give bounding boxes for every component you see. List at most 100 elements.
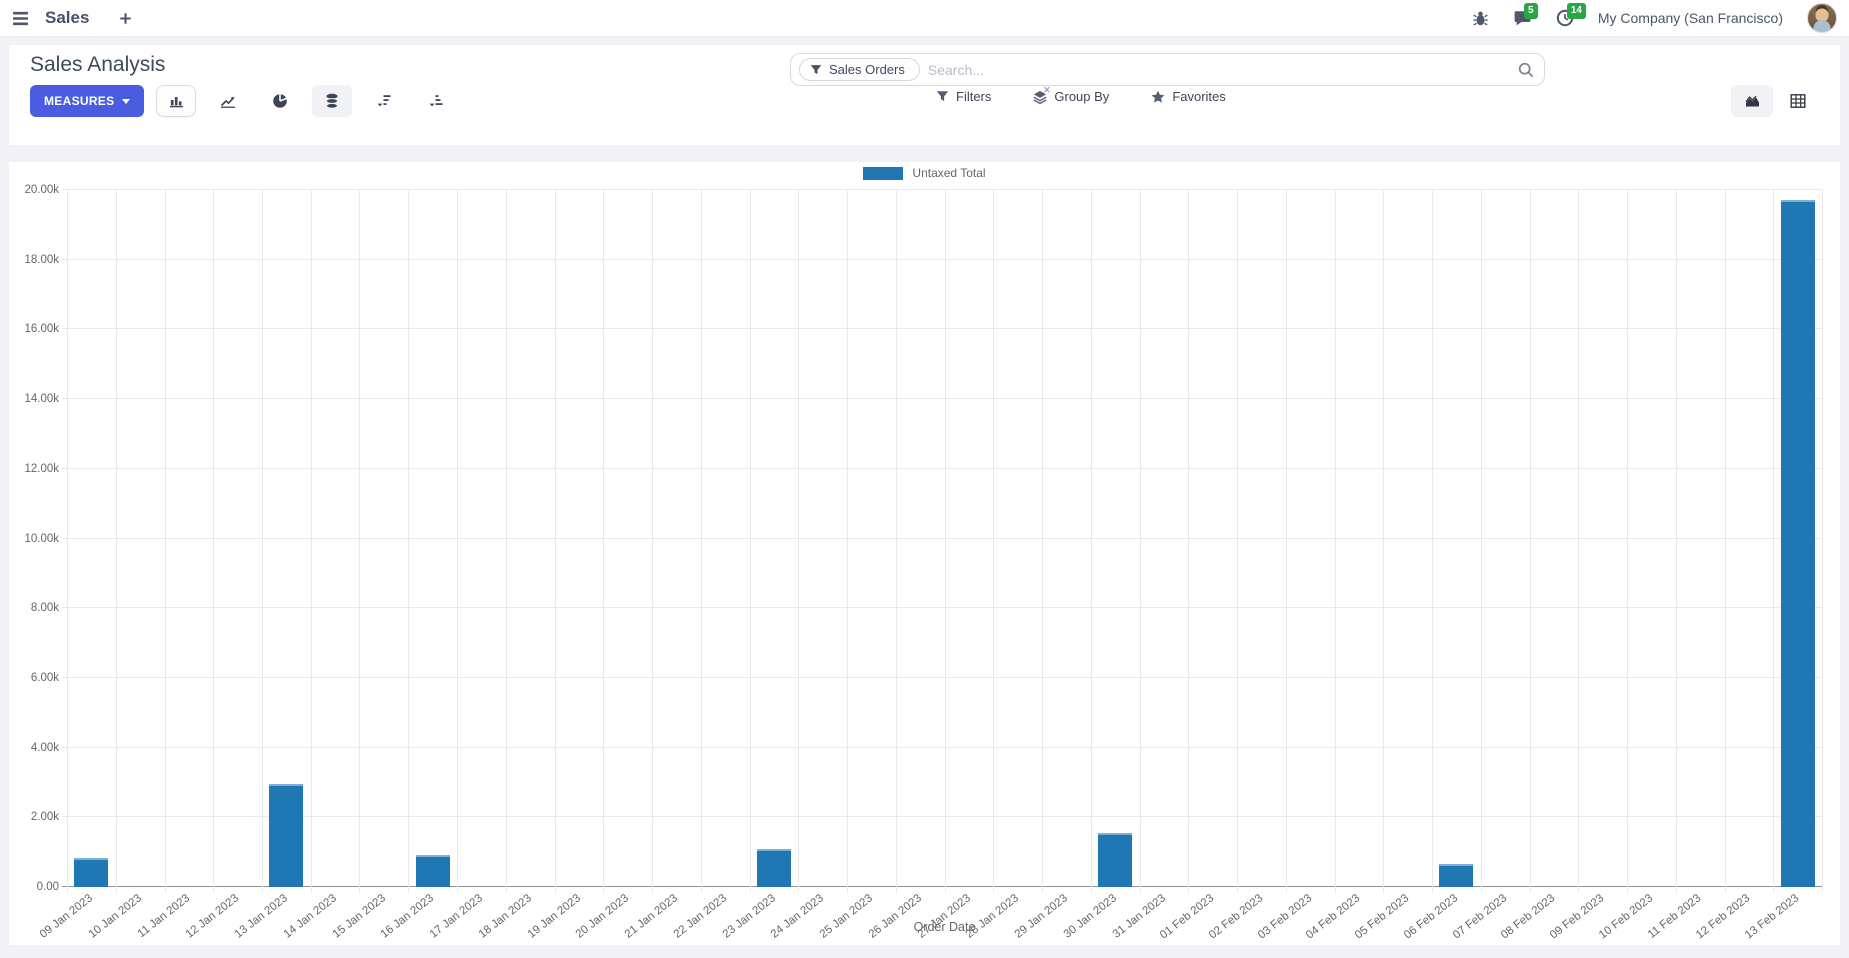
y-tick-label: 20.00k [24, 184, 59, 196]
gridline-vertical [1480, 190, 1482, 892]
view-switcher [1731, 85, 1819, 117]
y-tick-label: 6.00k [30, 671, 59, 684]
gridline-vertical [408, 190, 410, 892]
gridline-vertical [1724, 190, 1726, 892]
search-options: Filters Group By Favorites [936, 89, 1226, 104]
gridline-vertical [993, 190, 995, 892]
layers-icon [1033, 90, 1047, 104]
chevron-down-icon [122, 98, 131, 104]
pie-chart-icon [273, 93, 287, 108]
favorites-label: Favorites [1172, 89, 1226, 104]
y-tick-label: 8.00k [30, 602, 59, 615]
gridline-vertical [1773, 190, 1775, 892]
gridline-vertical [1236, 190, 1238, 892]
company-switcher[interactable]: My Company (San Francisco) [1597, 10, 1783, 26]
filter-funnel-icon [810, 64, 822, 74]
filters-label: Filters [956, 89, 992, 104]
measures-button[interactable]: MEASURES [30, 85, 145, 117]
x-axis-line [62, 886, 1822, 887]
search-input[interactable] [919, 61, 1518, 78]
gridline-vertical [1139, 190, 1141, 892]
sort-ascending-icon [429, 95, 443, 107]
measures-label: MEASURES [44, 94, 115, 108]
messages-count-badge: 5 [1523, 3, 1538, 19]
group-by-label: Group By [1054, 89, 1110, 104]
gridline-horizontal [62, 328, 1822, 330]
gridline-vertical [749, 190, 751, 892]
y-tick-label: 18.00k [24, 253, 59, 266]
line-chart-icon [220, 96, 235, 108]
gridline-horizontal [62, 607, 1822, 609]
gridline-vertical [457, 190, 458, 892]
bar-chart-button[interactable] [156, 85, 196, 117]
pivot-view-button[interactable] [1777, 85, 1819, 117]
group-by-menu-button[interactable]: Group By [1033, 89, 1109, 104]
y-tick-label: 2.00k [30, 811, 59, 824]
search-bar[interactable]: Sales Orders × [790, 53, 1545, 96]
pivot-table-icon [1790, 94, 1806, 108]
gridline-vertical [1090, 190, 1092, 892]
bar[interactable] [1780, 200, 1815, 887]
facet-remove-icon[interactable]: × [1043, 82, 1051, 97]
gridline-vertical [213, 190, 215, 892]
gridline-vertical [603, 190, 605, 892]
pie-chart-button[interactable] [260, 85, 300, 117]
gridline-vertical [1675, 190, 1677, 892]
gridline-horizontal [62, 189, 1822, 190]
y-tick-label: 0.00 [36, 881, 59, 893]
new-tab-plus-icon[interactable] [119, 12, 132, 25]
gridline-vertical [1042, 190, 1043, 892]
filters-menu-button[interactable]: Filters [936, 89, 991, 104]
chart-type-toolbar [156, 85, 456, 117]
gridline-vertical [164, 190, 166, 892]
area-chart-icon [1745, 95, 1759, 107]
filter-funnel-icon [936, 91, 949, 101]
star-icon [1152, 90, 1165, 103]
y-tick-label: 16.00k [24, 323, 59, 336]
gridline-vertical [1627, 190, 1628, 892]
gridline-horizontal [62, 398, 1822, 400]
gridline-vertical [115, 190, 117, 892]
favorites-menu-button[interactable]: Favorites [1151, 89, 1226, 104]
gridline-vertical [505, 190, 507, 892]
apps-menu-icon[interactable] [12, 10, 29, 27]
gridline-vertical [1334, 190, 1336, 892]
bar[interactable] [1098, 832, 1133, 887]
gridline-vertical [847, 190, 848, 892]
gridline-vertical [1822, 190, 1823, 892]
control-panel: Sales Analysis Sales Orders × MEASURES [9, 45, 1840, 145]
gridline-vertical [310, 190, 312, 892]
line-chart-button[interactable] [208, 85, 248, 117]
search-facet-sales-orders[interactable]: Sales Orders [799, 58, 920, 81]
x-axis-title: Order Date [913, 920, 976, 934]
bar[interactable] [415, 854, 450, 887]
bar-chart-icon [169, 97, 183, 108]
search-facet-label: Sales Orders [829, 62, 905, 77]
graph-view-button[interactable] [1731, 85, 1773, 117]
user-avatar[interactable] [1807, 3, 1837, 33]
y-tick-label: 4.00k [30, 741, 59, 754]
legend-item-untaxed-total[interactable]: Untaxed Total [9, 166, 1840, 180]
gridline-vertical [895, 190, 897, 892]
gridline-vertical [262, 190, 263, 892]
legend-label: Untaxed Total [912, 166, 986, 180]
bar[interactable] [756, 848, 791, 887]
gridline-vertical [651, 190, 653, 892]
gridline-vertical [1188, 190, 1190, 892]
stacked-database-icon [325, 93, 339, 109]
gridline-vertical [554, 190, 556, 892]
x-axis: 09 Jan 2023 10 Jan 2023 11 Jan 2023 12 Jan … [37, 892, 1802, 942]
gridline-horizontal [62, 676, 1822, 678]
stacked-toggle-button[interactable] [312, 85, 352, 117]
gridline-vertical [359, 190, 361, 892]
search-icon[interactable] [1518, 62, 1534, 78]
sort-descending-button[interactable] [364, 85, 404, 117]
sort-ascending-button[interactable] [416, 85, 456, 117]
gridline-vertical [1529, 190, 1531, 892]
bar[interactable] [74, 857, 109, 887]
bar[interactable] [269, 784, 304, 887]
bar[interactable] [1439, 864, 1474, 887]
y-tick-label: 10.00k [24, 532, 59, 545]
app-name[interactable]: Sales [45, 8, 90, 27]
debug-bug-icon[interactable] [1472, 10, 1489, 27]
